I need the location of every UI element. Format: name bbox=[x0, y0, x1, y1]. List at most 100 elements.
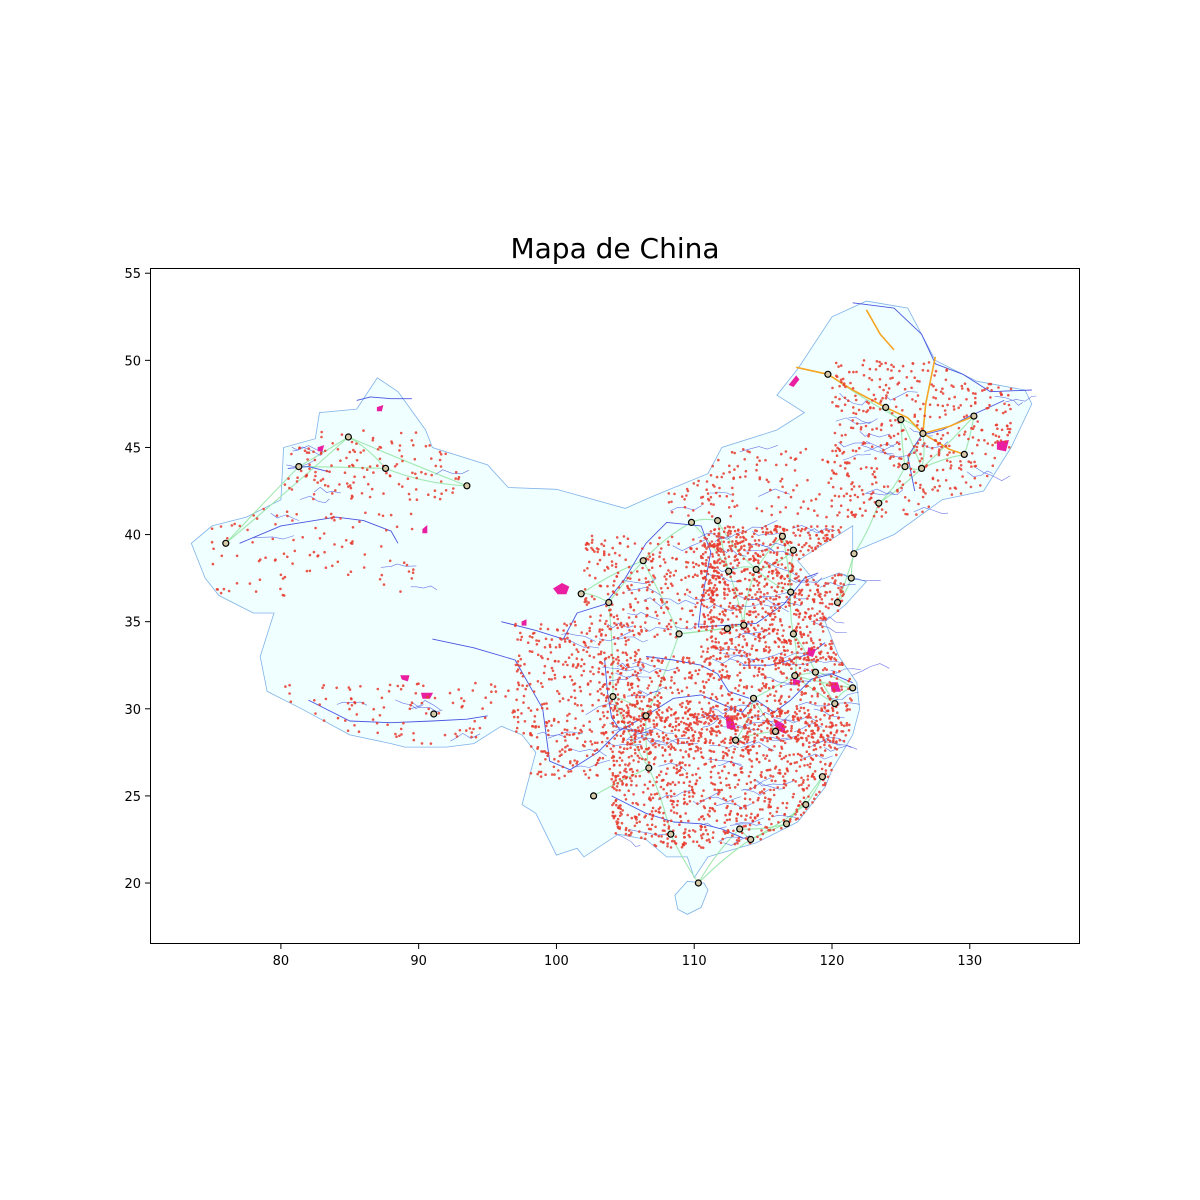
place-point bbox=[628, 688, 631, 691]
place-point bbox=[717, 553, 720, 557]
place-point bbox=[696, 802, 699, 805]
place-point bbox=[601, 711, 605, 714]
place-point bbox=[731, 493, 735, 496]
place-point bbox=[695, 779, 699, 782]
place-point bbox=[1006, 427, 1010, 431]
place-point bbox=[490, 690, 493, 693]
place-point bbox=[651, 590, 654, 594]
place-point bbox=[885, 443, 889, 446]
place-point bbox=[806, 651, 809, 655]
river-line bbox=[824, 741, 858, 750]
place-point bbox=[909, 467, 913, 471]
place-point bbox=[707, 617, 711, 621]
place-point bbox=[368, 495, 372, 499]
place-point bbox=[852, 406, 855, 409]
place-point bbox=[756, 798, 760, 802]
place-point bbox=[713, 485, 716, 488]
place-point bbox=[918, 438, 922, 442]
place-point bbox=[802, 811, 806, 814]
place-point bbox=[914, 400, 917, 403]
place-point bbox=[380, 573, 384, 577]
place-point bbox=[859, 428, 863, 431]
river-line bbox=[702, 716, 731, 728]
place-point bbox=[943, 409, 947, 412]
place-point bbox=[592, 672, 595, 676]
place-point bbox=[605, 744, 609, 748]
place-point bbox=[700, 834, 703, 837]
place-point bbox=[743, 727, 746, 730]
place-point bbox=[974, 396, 977, 400]
place-point bbox=[763, 736, 766, 739]
place-point bbox=[387, 690, 391, 693]
place-point bbox=[338, 483, 341, 486]
place-point bbox=[728, 631, 732, 635]
place-point bbox=[638, 632, 641, 636]
place-point bbox=[739, 740, 742, 743]
place-point bbox=[815, 741, 818, 744]
place-point bbox=[784, 566, 787, 570]
place-point bbox=[543, 646, 547, 649]
place-point bbox=[635, 695, 638, 699]
place-point bbox=[803, 615, 807, 619]
place-point bbox=[934, 439, 938, 442]
place-point bbox=[790, 681, 793, 685]
place-point bbox=[783, 542, 787, 546]
place-point bbox=[813, 509, 816, 512]
place-point bbox=[697, 739, 700, 743]
place-point bbox=[286, 555, 289, 559]
place-point bbox=[802, 779, 805, 782]
place-point bbox=[638, 830, 641, 833]
place-point bbox=[605, 619, 608, 623]
place-point bbox=[565, 728, 569, 732]
place-point bbox=[793, 594, 797, 598]
place-point bbox=[472, 727, 475, 731]
place-point bbox=[799, 813, 803, 817]
place-point bbox=[762, 542, 765, 545]
place-point bbox=[455, 735, 459, 738]
place-point bbox=[734, 728, 737, 732]
place-point bbox=[788, 579, 791, 583]
place-point bbox=[376, 687, 380, 691]
place-point bbox=[653, 576, 656, 579]
place-point bbox=[667, 492, 671, 495]
place-point bbox=[773, 699, 777, 702]
place-point bbox=[693, 712, 697, 716]
place-point bbox=[782, 756, 786, 760]
place-point bbox=[895, 441, 899, 444]
place-point bbox=[964, 481, 968, 484]
place-point bbox=[711, 692, 714, 696]
place-point bbox=[771, 628, 775, 631]
place-point bbox=[709, 770, 713, 774]
place-point bbox=[850, 482, 853, 486]
place-point bbox=[706, 497, 710, 501]
place-point bbox=[722, 530, 726, 533]
place-point bbox=[678, 598, 681, 602]
place-point bbox=[716, 566, 719, 569]
place-point bbox=[820, 767, 824, 771]
place-point bbox=[718, 790, 721, 794]
place-point bbox=[555, 739, 559, 743]
place-point bbox=[798, 598, 801, 601]
place-point bbox=[831, 449, 834, 453]
place-point bbox=[692, 715, 696, 719]
place-point bbox=[704, 550, 707, 554]
place-point bbox=[739, 708, 743, 712]
place-point bbox=[976, 443, 979, 447]
place-point bbox=[655, 732, 659, 736]
place-point bbox=[602, 731, 605, 735]
place-point bbox=[372, 707, 376, 711]
place-point bbox=[715, 734, 718, 737]
place-point bbox=[711, 464, 714, 468]
place-point bbox=[571, 764, 575, 767]
place-point bbox=[733, 596, 736, 599]
place-point bbox=[740, 814, 743, 818]
place-point bbox=[612, 615, 616, 619]
place-point bbox=[801, 680, 805, 683]
place-point bbox=[810, 694, 814, 698]
place-point bbox=[716, 704, 719, 708]
place-point bbox=[575, 657, 579, 660]
place-point bbox=[770, 618, 774, 621]
lake-shape bbox=[400, 675, 410, 682]
place-point bbox=[898, 457, 901, 460]
place-point bbox=[795, 553, 798, 557]
